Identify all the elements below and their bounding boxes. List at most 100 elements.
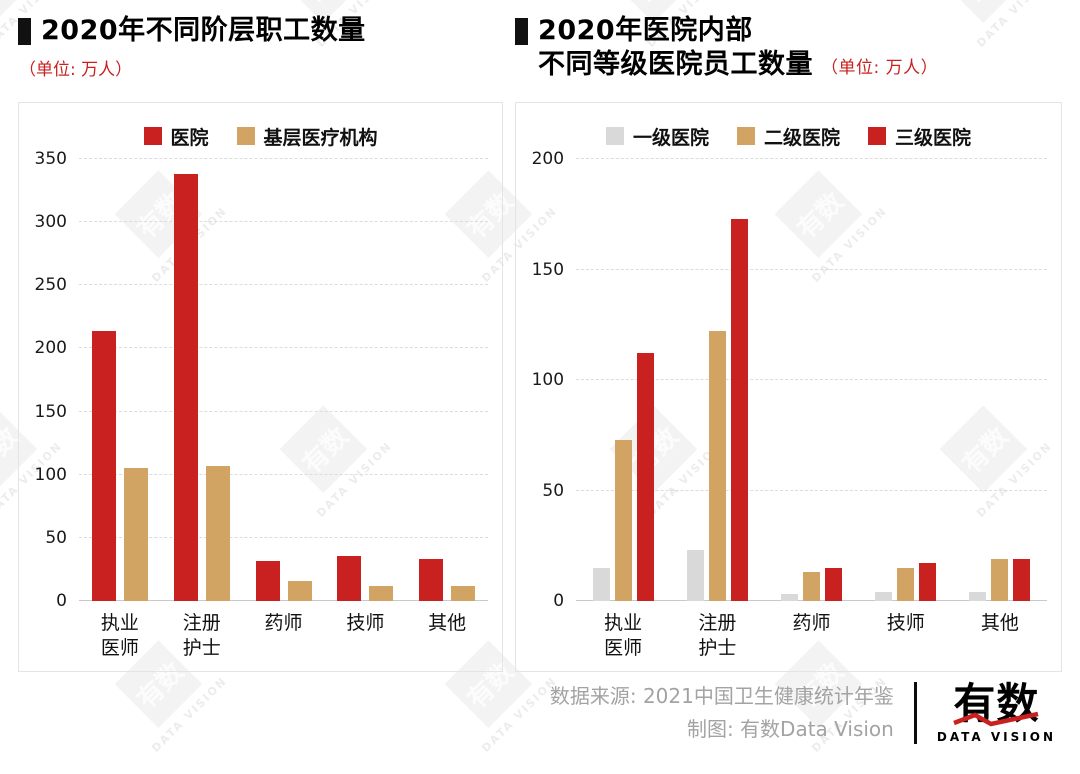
bar-group-注册护士 bbox=[670, 159, 764, 601]
chart-title-right-line1: 2020年医院内部 bbox=[538, 15, 753, 46]
bar-二级医院-执业医师 bbox=[614, 439, 632, 601]
x-category-label: 其他 bbox=[428, 612, 467, 634]
legend-swatch-icon bbox=[868, 127, 887, 145]
legend-left: 医院 基层医疗机构 bbox=[33, 113, 488, 159]
bars-area-right bbox=[576, 158, 1047, 601]
plot-box-right: 一级医院 二级医院 三级医院 0 50 100 150 200 执业 医师 注册 护士 药师 技师… bbox=[515, 102, 1062, 672]
title-marker-bar bbox=[515, 18, 529, 45]
bar-二级医院-技师 bbox=[897, 567, 915, 601]
footer: 数据来源: 2021中国卫生健康统计年鉴 制图: 有数Data Vision 有… bbox=[0, 672, 1080, 760]
unit-label-left: （单位: 万人） bbox=[19, 60, 133, 81]
bar-一级医院-执业医师 bbox=[592, 567, 610, 601]
y-tick-label: 250 bbox=[34, 275, 67, 296]
gridline bbox=[576, 268, 1047, 270]
legend-swatch-icon bbox=[236, 127, 255, 145]
bar-groups-left bbox=[79, 159, 488, 601]
x-category-label: 注册 护士 bbox=[698, 612, 737, 660]
y-tick-label: 350 bbox=[34, 149, 67, 169]
x-category-label: 技师 bbox=[346, 612, 385, 634]
bar-医院-其他 bbox=[419, 559, 444, 601]
data-source-line: 数据来源: 2021中国卫生健康统计年鉴 bbox=[549, 684, 894, 708]
gridline bbox=[79, 536, 489, 538]
y-tick-label: 150 bbox=[531, 259, 565, 280]
brand-logo-text: 有数 bbox=[953, 682, 1039, 726]
legend-label: 医院 bbox=[170, 126, 209, 149]
footer-credits: 数据来源: 2021中国卫生健康统计年鉴 制图: 有数Data Vision bbox=[550, 680, 894, 746]
chart-title-right-line2: 不同等级医院员工数量 bbox=[538, 49, 814, 81]
bar-group-执业医师 bbox=[576, 159, 670, 601]
bar-二级医院-其他 bbox=[991, 559, 1009, 601]
bar-三级医院-执业医师 bbox=[636, 353, 654, 601]
x-category-label: 其他 bbox=[980, 612, 1019, 634]
x-category-label: 技师 bbox=[886, 612, 925, 634]
bar-一级医院-其他 bbox=[969, 592, 987, 601]
gridline bbox=[79, 347, 489, 349]
y-tick-label: 100 bbox=[531, 370, 565, 390]
bar-group-注册护士 bbox=[161, 159, 243, 601]
x-axis-baseline bbox=[79, 600, 489, 601]
legend-label: 一级医院 bbox=[633, 126, 710, 149]
title-row-left: 2020年不同阶层职工数量 bbox=[18, 14, 503, 48]
bar-group-执业医师 bbox=[79, 159, 161, 601]
charts-row: 2020年不同阶层职工数量 （单位: 万人） 医院 基层医疗机构 0 50 100 15… bbox=[18, 14, 1062, 672]
legend-item-医院: 医院 bbox=[143, 123, 209, 150]
chart-header-right: 2020年医院内部 不同等级医院员工数量 （单位: 万人） bbox=[515, 14, 1062, 94]
legend-label: 二级医院 bbox=[764, 126, 841, 149]
bar-医院-技师 bbox=[337, 555, 362, 601]
bar-二级医院-注册护士 bbox=[708, 331, 726, 601]
bar-基层医疗机构-技师 bbox=[369, 585, 394, 601]
legend-swatch-icon bbox=[143, 127, 162, 145]
bar-医院-注册护士 bbox=[173, 174, 198, 601]
y-tick-label: 0 bbox=[56, 591, 67, 611]
chart-header-left: 2020年不同阶层职工数量 （单位: 万人） bbox=[18, 14, 503, 94]
gridline bbox=[79, 221, 489, 223]
y-tick-label: 150 bbox=[34, 401, 67, 422]
y-axis-right: 0 50 100 150 200 bbox=[530, 149, 576, 611]
bars-area-left bbox=[79, 158, 489, 601]
chart-title-left: 2020年不同阶层职工数量 bbox=[41, 15, 366, 46]
legend-item-基层医疗机构: 基层医疗机构 bbox=[236, 123, 378, 150]
legend-right: 一级医院 二级医院 三级医院 bbox=[530, 113, 1047, 159]
bar-group-药师 bbox=[243, 159, 325, 601]
bar-一级医院-注册护士 bbox=[686, 550, 704, 601]
x-axis-labels-left: 执业 医师 注册 护士 药师 技师 其他 bbox=[79, 601, 488, 663]
gridline bbox=[79, 158, 489, 159]
brand-logo-subtitle: DATA VISION bbox=[936, 729, 1056, 744]
plot-box-left: 医院 基层医疗机构 0 50 100 150 200 250 300 350 执业 医师 注册 护… bbox=[18, 102, 504, 672]
footer-divider bbox=[913, 682, 917, 744]
x-category-label: 药师 bbox=[264, 612, 303, 634]
gridline bbox=[576, 379, 1047, 380]
y-tick-label: 200 bbox=[531, 149, 565, 169]
bar-一级医院-技师 bbox=[875, 592, 893, 601]
bar-group-其他 bbox=[406, 159, 488, 601]
x-category-label: 药师 bbox=[792, 612, 831, 634]
bar-三级医院-注册护士 bbox=[730, 218, 748, 601]
chart-title-right: 2020年医院内部 不同等级医院员工数量 （单位: 万人） bbox=[538, 14, 938, 82]
x-category-label: 执业 医师 bbox=[604, 612, 643, 660]
bar-group-技师 bbox=[859, 159, 953, 601]
legend-label: 三级医院 bbox=[895, 126, 972, 149]
y-tick-label: 200 bbox=[34, 338, 67, 359]
legend-item-三级医院: 三级医院 bbox=[868, 123, 971, 150]
legend-item-一级医院: 一级医院 bbox=[606, 123, 709, 150]
chart-panel-staff-by-tier: 2020年不同阶层职工数量 （单位: 万人） 医院 基层医疗机构 0 50 100 15… bbox=[18, 14, 504, 672]
chart-panel-staff-by-grade: 2020年医院内部 不同等级医院员工数量 （单位: 万人） 一级医院 二级医院 三级医… bbox=[515, 14, 1062, 672]
x-axis-labels-right: 执业 医师 注册 护士 药师 技师 其他 bbox=[576, 601, 1047, 663]
bar-二级医院-药师 bbox=[803, 572, 821, 601]
bar-一级医院-药师 bbox=[781, 594, 799, 601]
title-marker-bar bbox=[18, 18, 31, 45]
bar-基层医疗机构-其他 bbox=[451, 585, 476, 601]
bar-group-其他 bbox=[953, 159, 1047, 601]
legend-label: 基层医疗机构 bbox=[263, 126, 378, 149]
title-row-right: 2020年医院内部 不同等级医院员工数量 （单位: 万人） bbox=[515, 14, 1062, 82]
brand-logo-red-check-icon bbox=[953, 711, 1039, 726]
bar-group-药师 bbox=[764, 159, 858, 601]
bar-三级医院-其他 bbox=[1013, 559, 1031, 601]
bar-基层医疗机构-注册护士 bbox=[205, 465, 230, 601]
bar-group-技师 bbox=[324, 159, 406, 601]
bar-医院-药师 bbox=[255, 560, 280, 601]
bar-三级医院-药师 bbox=[825, 567, 843, 601]
gridline bbox=[576, 489, 1047, 491]
